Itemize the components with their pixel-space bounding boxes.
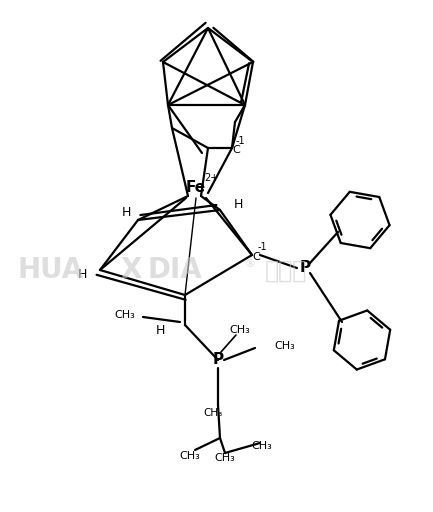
Text: CH₃: CH₃	[115, 310, 136, 320]
Text: CH₃: CH₃	[180, 451, 200, 461]
Text: CH₃: CH₃	[204, 408, 223, 418]
Text: CH₃: CH₃	[215, 453, 236, 463]
Text: P: P	[300, 261, 310, 275]
Text: P: P	[213, 352, 223, 368]
Text: HUA: HUA	[18, 256, 84, 284]
Text: 化学加: 化学加	[265, 259, 307, 283]
Text: Fe: Fe	[186, 181, 206, 196]
Text: ®: ®	[245, 259, 256, 269]
Text: -1: -1	[257, 242, 267, 252]
Text: H: H	[121, 205, 131, 219]
Text: 2+: 2+	[204, 173, 218, 183]
Text: DIA: DIA	[148, 256, 203, 284]
Text: C: C	[232, 145, 240, 155]
Text: C: C	[252, 252, 260, 262]
Text: CH₃: CH₃	[275, 341, 295, 351]
Text: H: H	[233, 199, 242, 211]
Text: CH₃: CH₃	[252, 441, 272, 451]
Text: H: H	[78, 268, 87, 282]
Text: CH₃: CH₃	[229, 325, 250, 335]
Text: -1: -1	[235, 136, 245, 146]
Text: X: X	[120, 256, 142, 284]
Text: H: H	[155, 324, 165, 336]
